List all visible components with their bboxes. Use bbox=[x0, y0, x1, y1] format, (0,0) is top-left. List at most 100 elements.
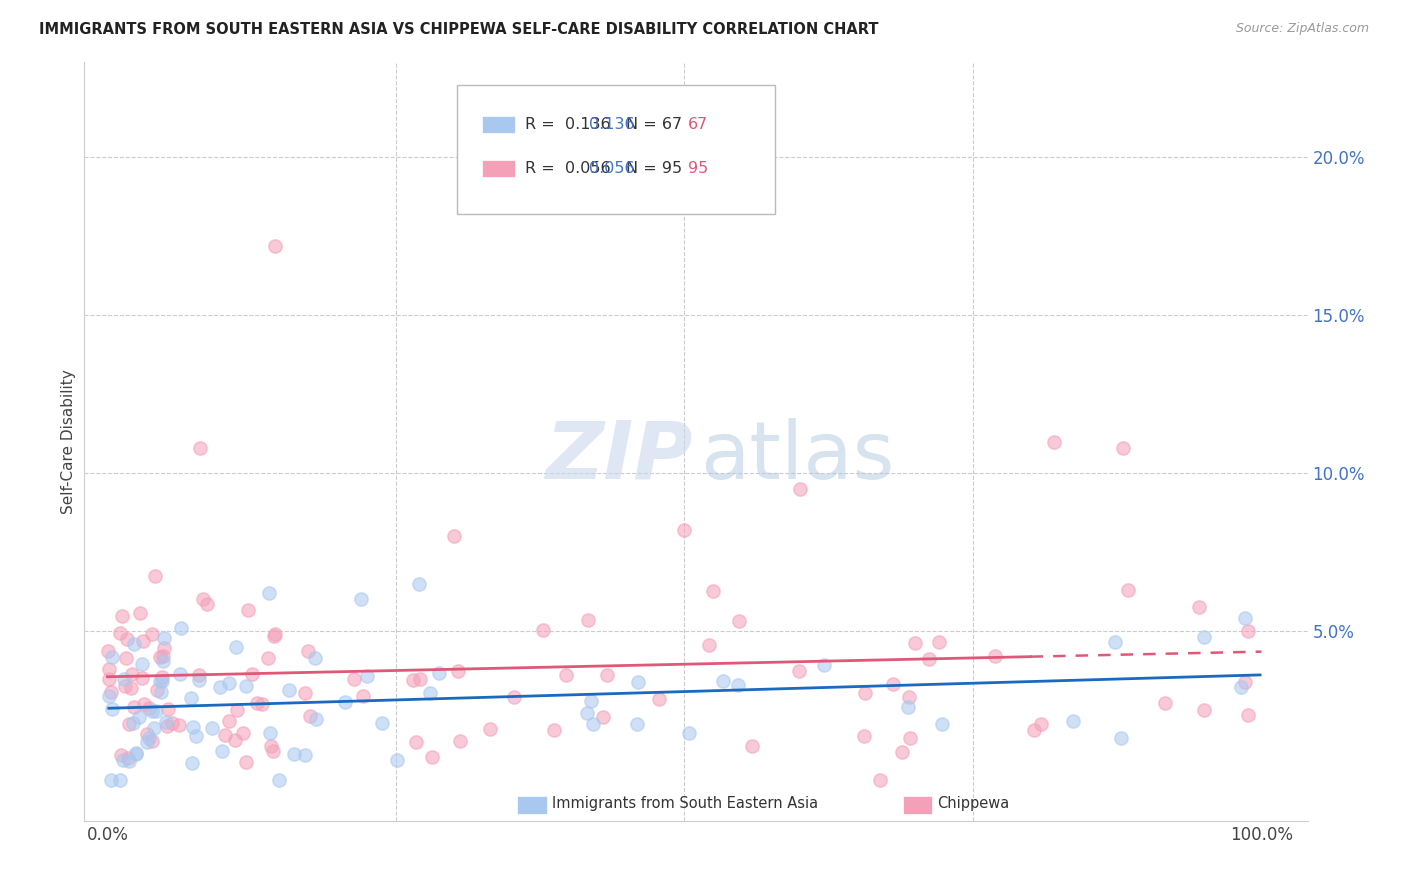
Text: ZIP: ZIP bbox=[546, 417, 692, 496]
Point bbox=[1109, 731, 1132, 745]
Point bbox=[408, 576, 430, 591]
Point bbox=[531, 624, 554, 638]
Text: 95: 95 bbox=[688, 161, 709, 176]
Point bbox=[135, 735, 157, 749]
Point bbox=[156, 702, 179, 716]
Point bbox=[264, 627, 287, 641]
Point bbox=[118, 754, 141, 768]
Point bbox=[1112, 441, 1135, 455]
Point bbox=[141, 626, 163, 640]
Point bbox=[150, 674, 173, 689]
Point bbox=[169, 666, 191, 681]
Point bbox=[100, 772, 122, 787]
Point bbox=[98, 662, 121, 676]
Point bbox=[131, 657, 153, 671]
Point bbox=[343, 673, 366, 687]
Text: 0.056: 0.056 bbox=[589, 161, 634, 176]
Point bbox=[1237, 707, 1260, 722]
Point bbox=[1233, 674, 1256, 689]
Point bbox=[897, 699, 920, 714]
Point bbox=[235, 755, 257, 769]
Point bbox=[156, 718, 179, 732]
Point bbox=[152, 649, 174, 664]
Point bbox=[1192, 703, 1215, 717]
Point bbox=[149, 649, 172, 664]
Point bbox=[112, 672, 135, 686]
Point bbox=[135, 727, 157, 741]
Point bbox=[225, 640, 247, 654]
Point bbox=[1022, 723, 1045, 737]
Point bbox=[101, 649, 124, 664]
Point bbox=[1230, 681, 1253, 695]
Point bbox=[117, 632, 139, 646]
Point bbox=[1234, 611, 1257, 625]
Point bbox=[1192, 631, 1215, 645]
FancyBboxPatch shape bbox=[903, 796, 932, 814]
Point bbox=[160, 716, 183, 731]
Point bbox=[108, 625, 131, 640]
Point bbox=[186, 730, 208, 744]
Text: Immigrants from South Eastern Asia: Immigrants from South Eastern Asia bbox=[551, 797, 818, 812]
Text: IMMIGRANTS FROM SOUTH EASTERN ASIA VS CHIPPEWA SELF-CARE DISABILITY CORRELATION : IMMIGRANTS FROM SOUTH EASTERN ASIA VS CH… bbox=[39, 22, 879, 37]
Point bbox=[141, 704, 163, 718]
Point bbox=[627, 675, 650, 690]
Point bbox=[401, 673, 423, 688]
Point bbox=[120, 681, 142, 695]
Point bbox=[188, 673, 211, 688]
Point bbox=[419, 685, 441, 699]
Point bbox=[263, 629, 285, 643]
Point bbox=[409, 673, 432, 687]
Point bbox=[787, 664, 810, 678]
Point bbox=[1104, 635, 1126, 649]
FancyBboxPatch shape bbox=[482, 161, 516, 177]
Point bbox=[117, 751, 139, 765]
Point bbox=[262, 744, 284, 758]
Point bbox=[108, 772, 131, 787]
Point bbox=[138, 731, 160, 745]
Point bbox=[626, 716, 648, 731]
Point bbox=[294, 747, 316, 762]
Point bbox=[297, 644, 319, 658]
Point bbox=[1237, 624, 1260, 638]
Point bbox=[928, 635, 950, 649]
Y-axis label: Self-Care Disability: Self-Care Disability bbox=[60, 369, 76, 514]
Point bbox=[231, 725, 253, 739]
Point bbox=[180, 690, 202, 705]
Point bbox=[235, 679, 257, 693]
Point bbox=[294, 686, 316, 700]
Point bbox=[100, 701, 122, 715]
Point bbox=[741, 739, 763, 753]
Point bbox=[143, 569, 166, 583]
Point bbox=[131, 671, 153, 685]
Point bbox=[200, 722, 222, 736]
Point bbox=[218, 675, 240, 690]
Point bbox=[852, 730, 875, 744]
Point bbox=[449, 734, 471, 748]
Point bbox=[420, 749, 443, 764]
Point bbox=[371, 716, 394, 731]
Point bbox=[152, 641, 174, 656]
Point bbox=[269, 772, 291, 787]
Text: 0.136: 0.136 bbox=[589, 117, 634, 132]
Point bbox=[582, 716, 605, 731]
Point bbox=[211, 744, 233, 758]
Point bbox=[1029, 716, 1052, 731]
Point bbox=[1042, 434, 1064, 449]
Point bbox=[350, 592, 373, 607]
FancyBboxPatch shape bbox=[457, 85, 776, 214]
Point bbox=[153, 631, 176, 645]
Point bbox=[333, 695, 356, 709]
Point bbox=[181, 720, 204, 734]
Point bbox=[443, 529, 465, 543]
Point bbox=[543, 723, 565, 738]
Point bbox=[579, 694, 602, 708]
Text: R =  0.136   N = 67: R = 0.136 N = 67 bbox=[526, 117, 682, 132]
Point bbox=[122, 637, 145, 651]
Point bbox=[356, 669, 378, 683]
Point bbox=[167, 718, 190, 732]
Point bbox=[188, 668, 211, 682]
Point bbox=[170, 620, 193, 634]
Point bbox=[257, 586, 280, 600]
Point bbox=[259, 739, 281, 754]
Point bbox=[882, 677, 904, 691]
